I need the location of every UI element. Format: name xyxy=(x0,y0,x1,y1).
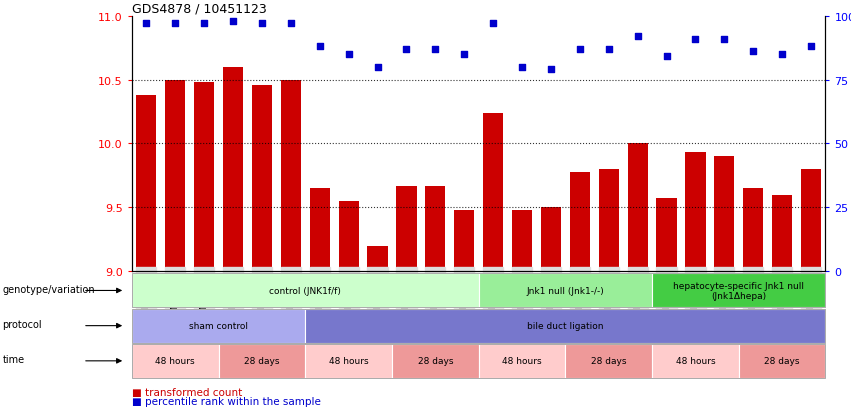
Bar xyxy=(252,85,272,272)
Bar xyxy=(569,172,590,272)
Bar xyxy=(310,189,330,272)
Text: 48 hours: 48 hours xyxy=(156,356,195,366)
Point xyxy=(515,64,528,71)
Point xyxy=(168,21,182,28)
Point xyxy=(660,54,673,61)
Text: 28 days: 28 days xyxy=(418,356,453,366)
Text: ■ transformed count: ■ transformed count xyxy=(132,387,243,397)
Point xyxy=(717,36,731,43)
Text: GDS4878 / 10451123: GDS4878 / 10451123 xyxy=(132,2,266,15)
Bar xyxy=(656,199,677,272)
Text: ■ percentile rank within the sample: ■ percentile rank within the sample xyxy=(132,396,321,406)
Point xyxy=(804,44,818,50)
Point xyxy=(746,49,760,56)
Text: protocol: protocol xyxy=(3,319,43,329)
Text: hepatocyte-specific Jnk1 null
(Jnk1Δhepa): hepatocyte-specific Jnk1 null (Jnk1Δhepa… xyxy=(673,281,804,300)
Point xyxy=(688,36,702,43)
Bar xyxy=(483,114,503,272)
Point xyxy=(140,21,153,28)
Text: time: time xyxy=(3,354,25,364)
Text: sham control: sham control xyxy=(189,321,248,330)
Text: 48 hours: 48 hours xyxy=(502,356,542,366)
Point xyxy=(602,46,615,53)
Bar xyxy=(397,186,416,272)
Point xyxy=(226,18,240,25)
Point xyxy=(775,52,789,58)
Bar xyxy=(714,157,734,272)
Bar xyxy=(454,211,474,272)
Text: genotype/variation: genotype/variation xyxy=(3,284,95,294)
Bar xyxy=(512,211,532,272)
Bar xyxy=(426,186,445,272)
Bar xyxy=(165,81,186,272)
Bar xyxy=(772,195,792,272)
Point xyxy=(486,21,500,28)
Text: control (JNK1f/f): control (JNK1f/f) xyxy=(270,286,341,295)
Text: 48 hours: 48 hours xyxy=(676,356,715,366)
Bar xyxy=(685,153,705,272)
Text: 28 days: 28 days xyxy=(244,356,280,366)
Text: 48 hours: 48 hours xyxy=(328,356,368,366)
Point xyxy=(342,52,356,58)
Bar xyxy=(136,96,157,272)
Bar xyxy=(598,170,619,272)
Bar xyxy=(194,83,214,272)
Point xyxy=(400,46,414,53)
Bar xyxy=(801,170,821,272)
Point xyxy=(371,64,385,71)
Bar xyxy=(743,189,763,272)
Point xyxy=(197,21,211,28)
Bar xyxy=(281,81,301,272)
Bar xyxy=(339,202,359,272)
Point xyxy=(458,52,471,58)
Text: Jnk1 null (Jnk1-/-): Jnk1 null (Jnk1-/-) xyxy=(527,286,604,295)
Point xyxy=(429,46,443,53)
Point xyxy=(631,33,644,40)
Bar xyxy=(223,68,243,272)
Bar xyxy=(627,144,648,272)
Point xyxy=(573,46,586,53)
Text: bile duct ligation: bile duct ligation xyxy=(527,321,603,330)
Bar xyxy=(368,246,388,272)
Text: 28 days: 28 days xyxy=(591,356,626,366)
Point xyxy=(313,44,327,50)
Point xyxy=(255,21,269,28)
Bar xyxy=(541,208,561,272)
Text: 28 days: 28 days xyxy=(764,356,800,366)
Point xyxy=(544,67,557,74)
Point xyxy=(284,21,298,28)
